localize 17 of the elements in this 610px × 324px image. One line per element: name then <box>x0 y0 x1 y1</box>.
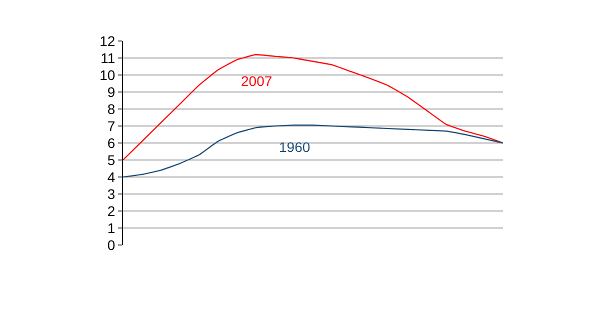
y-tick-label: 3 <box>107 186 116 202</box>
y-tick-label: 6 <box>107 134 116 151</box>
line-series <box>123 124 503 178</box>
y-tick-label: 1 <box>107 220 116 236</box>
series-label: 1960 <box>279 139 310 155</box>
y-tick-label: 7 <box>107 118 116 134</box>
y-tick-label: 4 <box>107 168 116 185</box>
y-tick-label: 10 <box>100 66 116 83</box>
series-label: 2007 <box>241 73 272 89</box>
y-tick-label: 8 <box>107 100 116 117</box>
y-tick-label: 9 <box>107 84 116 100</box>
y-tick-label: 5 <box>107 152 116 168</box>
y-tick-label: 0 <box>107 236 116 253</box>
y-tick-label: 2 <box>107 202 116 219</box>
y-tick-label: 12 <box>100 32 116 49</box>
line-series <box>123 54 503 161</box>
y-tick-label: 11 <box>100 50 116 66</box>
